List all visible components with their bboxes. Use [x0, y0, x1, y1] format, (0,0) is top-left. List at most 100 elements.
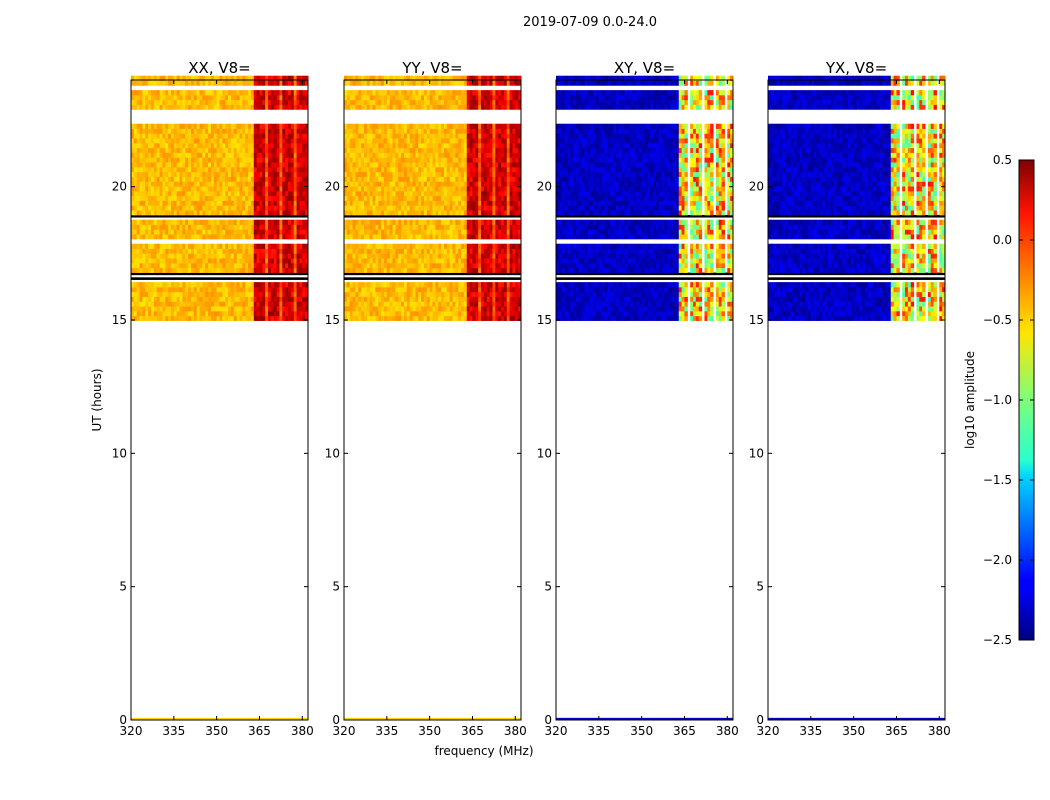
heatmap-cell: [506, 219, 511, 225]
heatmap-cell: [489, 162, 493, 168]
heatmap-cell: [268, 195, 272, 201]
heatmap-cell: [168, 171, 172, 177]
heatmap-cell: [363, 157, 368, 163]
heatmap-cell: [363, 262, 368, 269]
heatmap-cell: [406, 229, 411, 235]
heatmap-cell: [409, 315, 414, 321]
heatmap-cell: [139, 171, 143, 177]
heatmap-cell: [285, 267, 289, 273]
heatmap-cell: [489, 138, 493, 144]
heatmap-cell: [262, 224, 266, 230]
heatmap-cell: [483, 210, 488, 216]
heatmap-cell: [279, 205, 283, 211]
heatmap-cell: [225, 94, 229, 101]
heatmap-cell: [199, 210, 203, 216]
heatmap-cell: [242, 291, 246, 297]
heatmap-cell: [392, 205, 396, 211]
heatmap-cell: [403, 243, 408, 249]
heatmap-cell: [279, 171, 283, 177]
heatmap-cell: [398, 234, 402, 240]
heatmap-cell: [153, 301, 158, 307]
heatmap-cell: [288, 267, 292, 273]
heatmap-cell: [159, 717, 163, 720]
heatmap-cell: [182, 80, 186, 86]
heatmap-cell: [259, 717, 263, 720]
heatmap-cell: [381, 138, 385, 144]
heatmap-cell: [133, 219, 138, 225]
heatmap-cell: [486, 291, 491, 297]
heatmap-cell: [162, 190, 166, 197]
heatmap-cell: [296, 210, 300, 216]
heatmap-cell: [173, 200, 178, 206]
heatmap-cell: [423, 315, 428, 321]
heatmap-cell: [233, 258, 238, 264]
heatmap-cell: [421, 258, 425, 264]
heatmap-cell: [495, 224, 499, 230]
heatmap-cell: [455, 128, 459, 134]
heatmap-cell: [139, 224, 143, 230]
heatmap-cell: [501, 128, 505, 134]
heatmap-cell: [381, 310, 385, 317]
heatmap-cell: [133, 234, 138, 240]
heatmap-cell: [469, 306, 473, 312]
heatmap-cell: [449, 142, 453, 149]
heatmap-cell: [136, 147, 141, 153]
heatmap-cell: [509, 262, 513, 269]
heatmap-cell: [236, 306, 240, 312]
heatmap-cell: [239, 282, 243, 288]
heatmap-cell: [346, 262, 351, 269]
heatmap-cell: [228, 219, 232, 225]
heatmap-cell: [372, 248, 376, 254]
heatmap-cell: [352, 234, 356, 240]
heatmap-cell: [262, 310, 266, 317]
heatmap-cell: [290, 229, 295, 235]
heatmap-cell: [148, 301, 152, 307]
heatmap-cell: [406, 248, 411, 254]
heatmap-cell: [435, 195, 439, 201]
heatmap-cell: [159, 258, 163, 264]
heatmap-cell: [219, 128, 223, 134]
heatmap-cell: [389, 219, 394, 225]
heatmap-cell: [381, 258, 385, 264]
heatmap-cell: [282, 267, 286, 273]
heatmap-cell: [153, 267, 158, 273]
heatmap-cell: [162, 310, 166, 317]
heatmap-cell: [216, 219, 220, 225]
heatmap-cell: [501, 282, 505, 288]
heatmap-cell: [401, 157, 405, 163]
heatmap-cell: [262, 99, 266, 105]
heatmap-cell: [509, 248, 513, 254]
heatmap-cell: [305, 152, 309, 158]
heatmap-cell: [210, 286, 215, 293]
heatmap-cell: [389, 142, 394, 149]
heatmap-cell: [355, 171, 359, 177]
heatmap-cell: [259, 200, 263, 206]
heatmap-cell: [136, 717, 141, 720]
heatmap-cell: [421, 262, 425, 269]
heatmap-cell: [276, 123, 280, 129]
heatmap-cell: [478, 258, 482, 264]
heatmap-cell: [463, 152, 468, 158]
heatmap-cell: [469, 200, 473, 206]
heatmap-cell: [150, 717, 155, 720]
heatmap-cell: [131, 152, 135, 158]
heatmap-cell: [248, 104, 252, 110]
heatmap-cell: [156, 181, 161, 187]
heatmap-cell: [199, 282, 203, 288]
heatmap-cell: [136, 267, 141, 273]
heatmap-cell: [233, 128, 238, 134]
heatmap-cell: [168, 80, 172, 86]
heatmap-cell: [256, 291, 260, 297]
heatmap-cell: [282, 306, 286, 312]
heatmap-cell: [299, 315, 303, 321]
heatmap-cell: [381, 181, 385, 187]
heatmap-cell: [242, 190, 246, 197]
heatmap-cell: [142, 138, 146, 144]
heatmap-cell: [483, 286, 488, 293]
heatmap-cell: [426, 243, 431, 249]
heatmap-cell: [372, 315, 376, 321]
heatmap-cell: [239, 147, 243, 153]
heatmap-cell: [153, 291, 158, 297]
heatmap-cell: [202, 99, 206, 105]
heatmap-cell: [150, 301, 155, 307]
